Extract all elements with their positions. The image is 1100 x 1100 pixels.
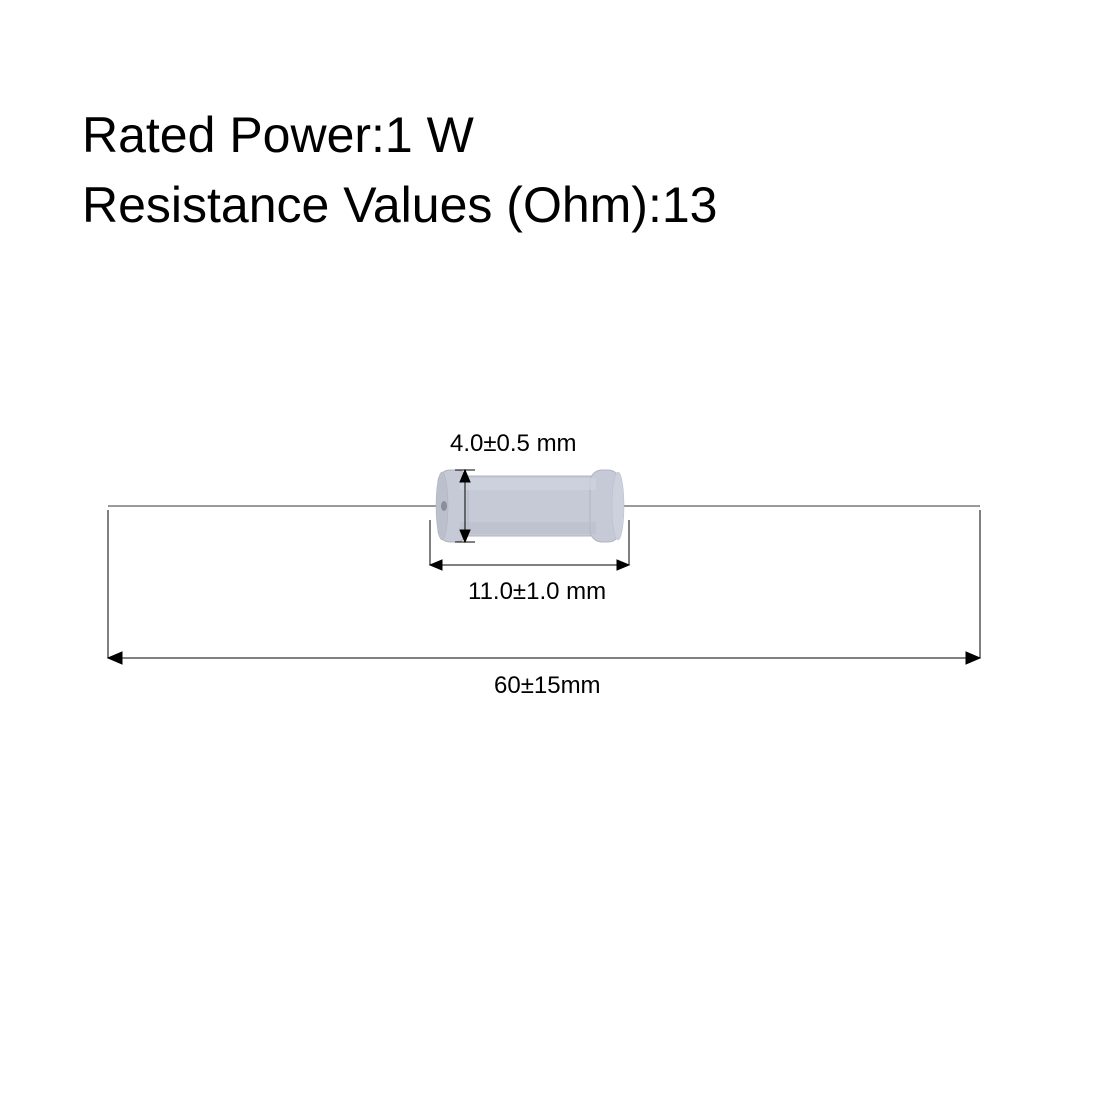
resistor-diagram	[0, 0, 1100, 1100]
dim-total-length-label: 60±15mm	[494, 672, 601, 700]
dim-height-label: 4.0±0.5 mm	[450, 430, 577, 458]
dim-body-length-label: 11.0±1.0 mm	[468, 578, 606, 606]
